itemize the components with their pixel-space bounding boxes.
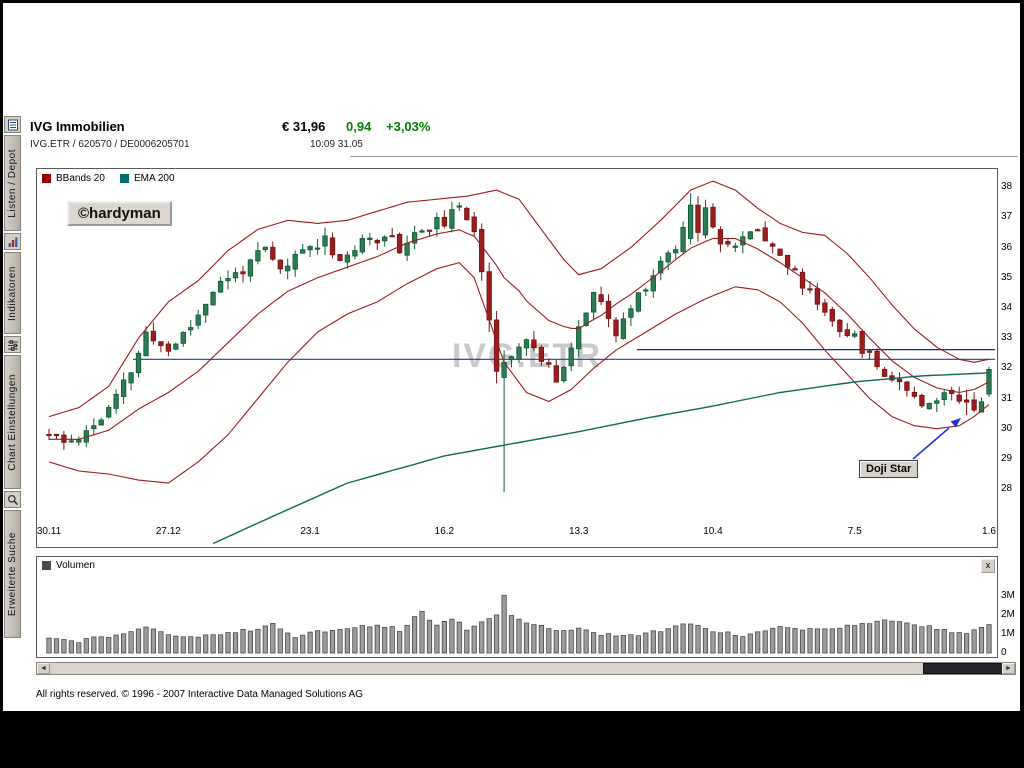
- volume-legend-swatch: [42, 561, 51, 570]
- ema-legend-label: EMA 200: [133, 173, 175, 184]
- x-axis-label: 30.11: [36, 526, 62, 537]
- x-axis-label: 13.3: [568, 526, 589, 537]
- indikatoren-icon[interactable]: [4, 233, 21, 250]
- volume-legend: Volumen: [42, 560, 95, 571]
- volume-axis-label: 3M: [1001, 590, 1015, 601]
- price-axis-label: 28: [1001, 483, 1013, 494]
- ema-legend-swatch: [119, 174, 129, 183]
- header-divider: [350, 156, 1018, 158]
- price-chart-panel: IVG.ETR BBands 20 EMA 200 ©hardyman Doji…: [36, 168, 998, 548]
- sidebar-item-label: Erweiterte Suche: [7, 531, 18, 617]
- last-price: € 31,96: [282, 119, 326, 134]
- time-scrollbar[interactable]: ◄ ►: [36, 662, 1016, 675]
- price-axis-label: 35: [1001, 272, 1013, 283]
- change-percent: +3,03%: [386, 119, 431, 134]
- volume-legend-label: Volumen: [56, 560, 95, 571]
- change-absolute: 0,94: [346, 119, 372, 134]
- instrument-identifiers: IVG.ETR / 620570 / DE0006205701: [30, 139, 190, 150]
- x-axis-label: 1.6: [982, 526, 996, 537]
- instrument-name: IVG Immobilien: [30, 119, 125, 134]
- bbands-legend-swatch: [42, 174, 51, 183]
- sidebar-item-listen-depot[interactable]: Listen / Depot: [4, 135, 21, 231]
- sidebar-item-indikatoren[interactable]: Indikatoren: [4, 252, 21, 334]
- x-axis-label: 27.12: [155, 526, 181, 537]
- price-y-axis: 38 37 36 35 34 33 32 31 30 29 28: [1001, 168, 1023, 546]
- volume-close-button[interactable]: x: [981, 559, 995, 573]
- author-stamp: ©hardyman: [67, 201, 172, 226]
- price-axis-label: 31: [1001, 393, 1013, 404]
- chart-einstellungen-icon[interactable]: [4, 336, 21, 353]
- price-axis-label: 29: [1001, 453, 1013, 464]
- scroll-left-arrow-icon[interactable]: ◄: [37, 663, 50, 674]
- x-axis-label: 10.4: [703, 526, 723, 537]
- x-axis-label: 7.5: [847, 526, 862, 537]
- volume-axis-label: 1M: [1001, 628, 1015, 639]
- sidebar-item-label: Chart Einstellungen: [7, 373, 18, 471]
- price-axis-label: 30: [1001, 423, 1013, 434]
- chart-legend: BBands 20 EMA 200: [42, 173, 185, 184]
- price-chart-canvas[interactable]: [37, 169, 997, 547]
- volume-panel: Volumen x: [36, 556, 998, 658]
- volume-axis-label: 0: [1001, 647, 1007, 658]
- price-axis-label: 38: [1001, 181, 1013, 192]
- volume-chart-canvas[interactable]: [37, 557, 997, 657]
- volume-axis-label: 2M: [1001, 609, 1015, 620]
- sidebar-item-erweiterte-suche[interactable]: Erweiterte Suche: [4, 510, 21, 638]
- price-axis-label: 37: [1001, 211, 1013, 222]
- listen-depot-icon[interactable]: [4, 116, 21, 133]
- price-axis-label: 33: [1001, 332, 1013, 343]
- scrollbar-thumb[interactable]: [923, 663, 1005, 674]
- copyright-footer: All rights reserved. © 1996 - 2007 Inter…: [36, 689, 363, 700]
- sidebar-item-label: Listen / Depot: [7, 148, 18, 218]
- price-axis-label: 32: [1001, 362, 1013, 373]
- x-axis: 30.11 27.12 23.1 16.2 13.3 10.4 7.5 1.6: [37, 526, 997, 542]
- erweiterte-suche-icon[interactable]: [4, 491, 21, 508]
- doji-star-annotation: Doji Star: [859, 460, 919, 478]
- x-axis-label: 16.2: [434, 526, 455, 537]
- price-axis-label: 36: [1001, 242, 1013, 253]
- scroll-right-arrow-icon[interactable]: ►: [1002, 663, 1015, 674]
- sidebar-item-chart-einstellungen[interactable]: Chart Einstellungen: [4, 355, 21, 489]
- volume-y-axis: 3M 2M 1M 0: [1001, 556, 1023, 658]
- quote-timestamp: 10:09 31.05: [310, 139, 363, 150]
- bbands-legend-label: BBands 20: [56, 173, 105, 184]
- x-axis-label: 23.1: [300, 526, 320, 537]
- price-axis-label: 34: [1001, 302, 1013, 313]
- sidebar-item-label: Indikatoren: [7, 265, 18, 321]
